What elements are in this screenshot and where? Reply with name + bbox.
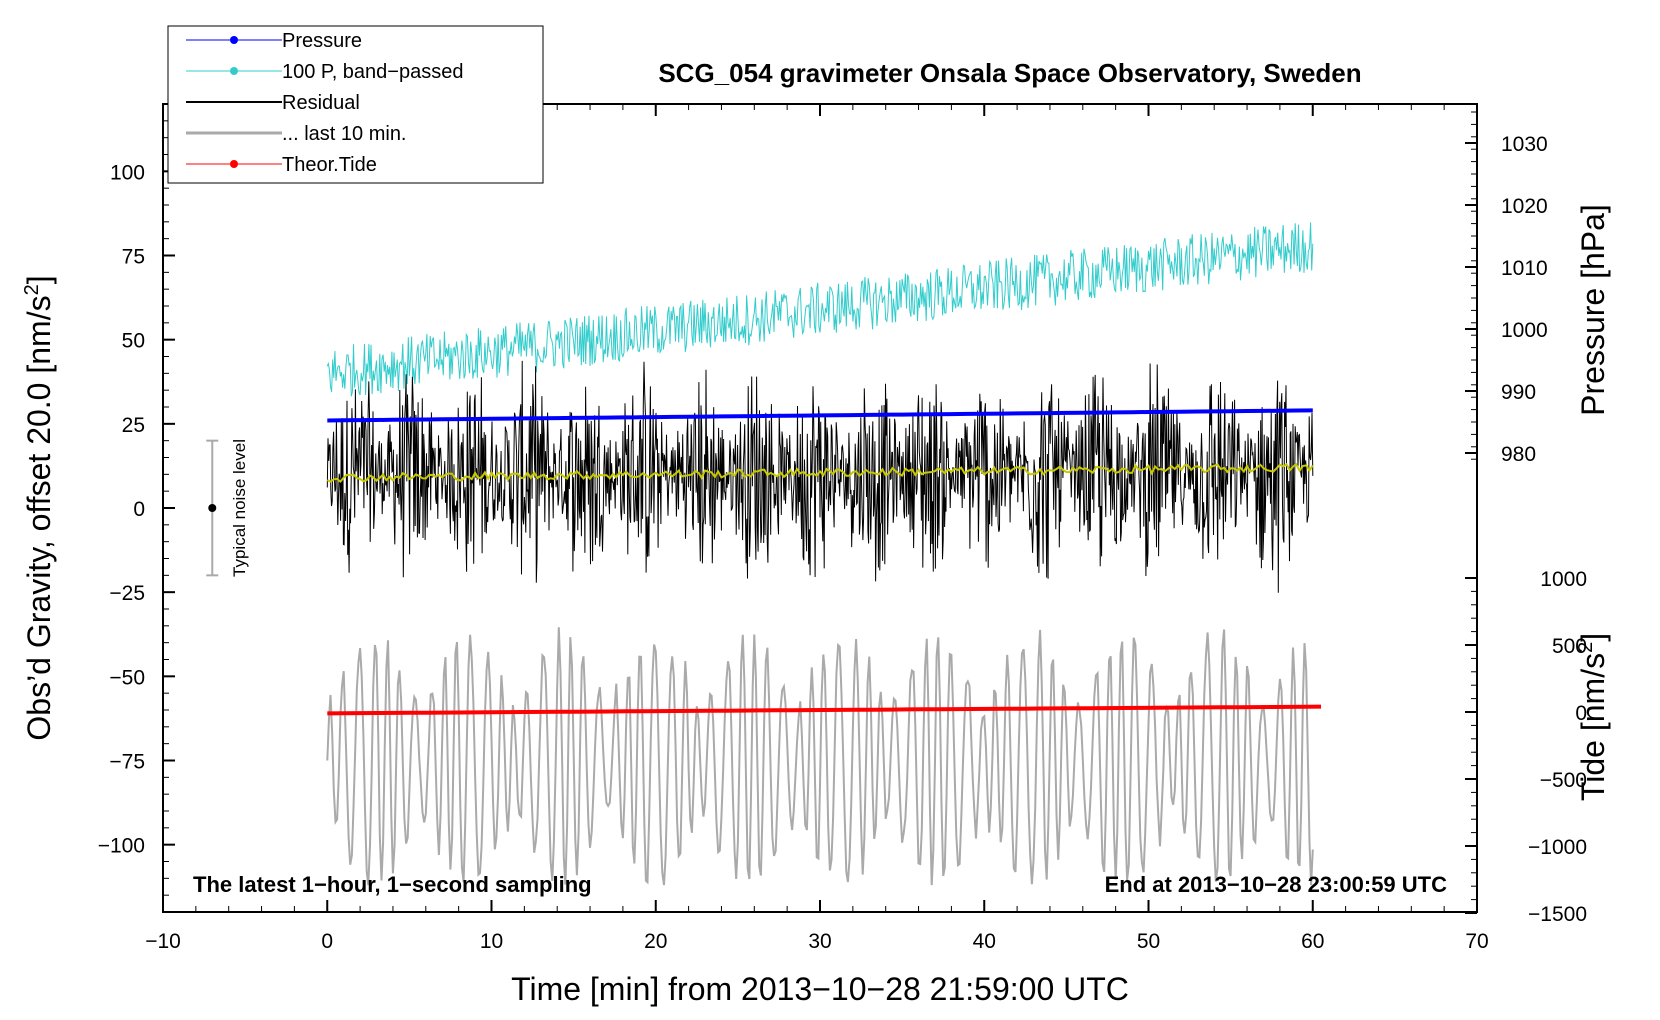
y-axis-label: Obs’d Gravity, offset 20.0 [nm/s2] <box>21 275 57 740</box>
series-theor-tide <box>327 704 1322 716</box>
legend-marker-100p <box>230 67 238 75</box>
pressure-tick-label: 1000 <box>1501 319 1548 342</box>
tide-tick-label: −1000 <box>1528 836 1587 859</box>
x-axis-ticks: −10 0 10 20 30 40 50 60 70 <box>145 104 1489 953</box>
y-tick-label: −50 <box>109 666 145 689</box>
chart-title: SCG_054 gravimeter Onsala Space Observat… <box>658 58 1361 88</box>
y-tick-label: 75 <box>122 246 145 269</box>
y-tick-label: −75 <box>109 751 145 774</box>
series-100p-band-passed <box>326 222 1314 397</box>
legend-item-residual: Residual <box>186 92 360 114</box>
pressure-tick-label: 980 <box>1501 443 1536 466</box>
tide-tick-label: −1500 <box>1528 903 1587 926</box>
series-smoothed-residual <box>326 462 1314 484</box>
legend-label-pressure: Pressure <box>282 30 362 52</box>
legend-item-pressure: Pressure <box>186 30 362 52</box>
tide-tick-label: 500 <box>1552 635 1587 658</box>
noise-level-label: Typical noise level <box>230 439 249 577</box>
y-tick-label: −100 <box>98 835 145 858</box>
tide-axis-label: Tide [nm/s2] <box>1575 633 1611 801</box>
pressure-tick-label: 990 <box>1501 381 1536 404</box>
annotation-sampling: The latest 1−hour, 1−second sampling <box>193 872 592 897</box>
legend-label-100p: 100 P, band−passed <box>282 61 463 83</box>
legend-box <box>167 25 544 184</box>
x-tick-label: 20 <box>644 930 667 953</box>
annotation-end-time: End at 2013−10−28 23:00:59 UTC <box>1105 872 1448 897</box>
x-tick-label: 60 <box>1301 930 1324 953</box>
x-tick-label: 10 <box>480 930 503 953</box>
tide-tick-label: −500 <box>1540 769 1587 792</box>
pressure-tick-label: 1020 <box>1501 195 1548 218</box>
pressure-axis-label: Pressure [hPa] <box>1575 204 1611 416</box>
legend-label-last-10-min: ... last 10 min. <box>282 123 407 145</box>
series-pressure <box>327 408 1313 423</box>
legend: Pressure 100 P, band−passed Residual ...… <box>167 25 544 184</box>
y-axis-ticks: 100 75 50 25 0 −25 −50 −75 −100 <box>98 120 175 896</box>
legend-item-last-10-min: ... last 10 min. <box>186 123 407 145</box>
pressure-tick-label: 1010 <box>1501 257 1548 280</box>
y-tick-label: 100 <box>110 161 145 184</box>
y-tick-label: 50 <box>122 330 145 353</box>
pressure-axis-ticks: 1030 1020 1010 1000 990 980 <box>1465 111 1548 466</box>
x-axis-label: Time [min] from 2013−10−28 21:59:00 UTC <box>511 971 1129 1007</box>
x-tick-label: 70 <box>1465 930 1488 953</box>
x-tick-label: 40 <box>973 930 996 953</box>
y-tick-label: −25 <box>109 582 145 605</box>
legend-item-100p: 100 P, band−passed <box>186 61 463 83</box>
noise-level-indicator <box>206 439 219 577</box>
tide-axis-ticks: 1000 500 0 −500 −1000 −1500 <box>1465 568 1587 926</box>
x-tick-label: 0 <box>321 930 333 953</box>
legend-marker-pressure <box>230 36 238 44</box>
x-tick-label: −10 <box>145 930 181 953</box>
x-tick-label: 30 <box>808 930 831 953</box>
legend-item-theor-tide: Theor.Tide <box>186 154 377 176</box>
noise-center-dot <box>208 504 217 512</box>
legend-marker-theor-tide <box>230 160 238 168</box>
y-tick-label: 0 <box>133 498 145 521</box>
legend-label-theor-tide: Theor.Tide <box>282 154 377 176</box>
series-last-10-min <box>326 627 1314 886</box>
series-residual <box>326 360 1314 593</box>
legend-label-residual: Residual <box>282 92 360 114</box>
tide-tick-label: 1000 <box>1540 568 1587 591</box>
pressure-tick-label: 1030 <box>1501 133 1548 156</box>
y-tick-label: 25 <box>122 414 145 437</box>
tide-tick-label: 0 <box>1575 702 1587 725</box>
x-tick-label: 50 <box>1137 930 1160 953</box>
